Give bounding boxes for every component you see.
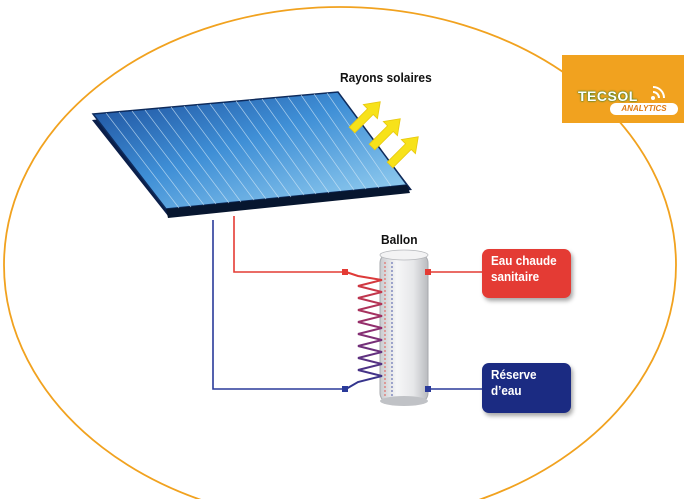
hot-inlet-node (342, 269, 348, 275)
solar-panel (91, 91, 412, 218)
sun-ray-arrow-1 (348, 101, 381, 134)
heat-exchanger-coil (345, 271, 383, 390)
tecsol-logo: TECSOL ANALYTICS (562, 55, 684, 123)
hot-supply-pipe (233, 216, 346, 273)
hot-water-box: Eau chaude sanitaire (482, 249, 571, 298)
water-reserve-node (425, 386, 431, 392)
hot-water-label-line-2: sanitaire (491, 269, 540, 284)
collector-pipes (212, 216, 346, 390)
water-reserve-label-line-1: Réserve (491, 367, 537, 382)
tank-label: Ballon (381, 232, 418, 247)
logo-subtitle: ANALYTICS (610, 103, 678, 115)
water-reserve-box: Réserve d’eau (482, 363, 571, 413)
hot-water-label-line-1: Eau chaude (491, 253, 557, 268)
cold-return-pipe (212, 220, 346, 390)
wifi-icon (651, 86, 665, 100)
sun-ray-arrow-3 (386, 136, 419, 169)
cold-outlet-node (342, 386, 348, 392)
sun-ray-arrows (348, 101, 419, 169)
sun-ray-arrow-2 (368, 118, 401, 151)
boundary-ellipse (3, 6, 677, 499)
storage-tank (379, 249, 429, 406)
water-reserve-label-line-2: d’eau (491, 383, 522, 398)
logo-name: TECSOL (578, 88, 638, 104)
hot-water-node (425, 269, 431, 275)
sun-rays-label: Rayons solaires (340, 70, 432, 85)
